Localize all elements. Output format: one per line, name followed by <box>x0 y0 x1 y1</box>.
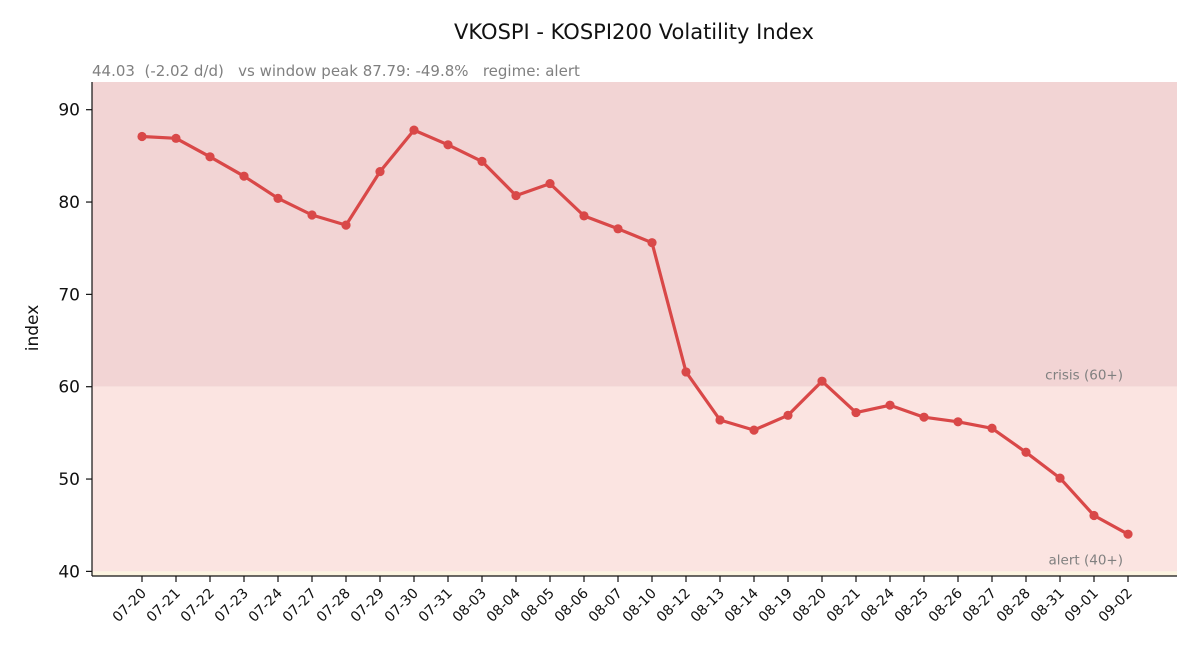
x-tick-label: 08-25 <box>892 586 932 626</box>
y-tick-label: 90 <box>58 101 80 121</box>
data-point <box>375 166 385 177</box>
x-tick-label: 08-03 <box>450 586 490 626</box>
x-tick-label: 07-29 <box>348 586 388 626</box>
x-tick-label: 07-23 <box>212 586 252 626</box>
x-tick-label: 07-24 <box>246 585 286 625</box>
x-tick-label: 08-10 <box>620 586 660 626</box>
data-point <box>273 193 283 203</box>
data-point <box>443 140 453 150</box>
y-tick-label: 80 <box>58 193 80 213</box>
y-axis-label: index <box>23 305 43 352</box>
x-tick-label: 08-14 <box>722 585 762 625</box>
x-tick-label: 09-01 <box>1062 586 1102 626</box>
data-point <box>919 412 929 422</box>
data-point <box>307 210 317 220</box>
y-ticks: 40 50 60 70 80 90 <box>58 101 92 582</box>
x-tick-label: 07-21 <box>144 586 184 626</box>
data-point <box>749 425 759 435</box>
x-tick-label: 08-05 <box>518 586 558 626</box>
x-ticks: 07-2007-2107-2207-2307-2407-2707-2807-29… <box>110 576 1136 626</box>
chart-subtitle: 44.03 (-2.02 d/d) vs window peak 87.79: … <box>92 62 580 80</box>
x-tick-label: 08-06 <box>552 585 592 625</box>
data-point <box>817 376 827 386</box>
data-point <box>409 125 419 135</box>
zone-band <box>92 386 1177 572</box>
y-tick-label: 40 <box>58 562 80 582</box>
data-point <box>477 156 487 167</box>
y-tick-label: 60 <box>58 378 80 398</box>
data-point <box>511 190 521 201</box>
x-tick-label: 08-27 <box>960 586 1000 626</box>
data-point <box>613 224 623 234</box>
x-tick-label: 08-13 <box>688 586 728 626</box>
data-point <box>545 178 555 189</box>
y-tick-label: 50 <box>58 470 80 490</box>
series-line <box>140 128 1130 536</box>
data-point <box>885 400 895 410</box>
y-tick-label: 70 <box>58 285 80 305</box>
data-point <box>1021 447 1031 457</box>
data-point <box>137 131 147 142</box>
data-point <box>239 171 249 181</box>
data-point <box>1123 529 1133 539</box>
regime-zones: crisis (60+) alert (40+) <box>92 82 1177 576</box>
x-tick-label: 08-04 <box>484 585 524 625</box>
data-point <box>205 152 215 162</box>
data-point <box>681 367 691 377</box>
x-tick-label: 08-07 <box>586 586 626 626</box>
x-tick-label: 07-22 <box>178 586 218 626</box>
x-tick-label: 07-30 <box>382 586 422 626</box>
data-point <box>579 211 589 221</box>
data-point <box>987 423 997 433</box>
x-tick-label: 08-26 <box>926 585 966 625</box>
data-point <box>647 238 657 248</box>
axes <box>91 82 1177 577</box>
x-tick-label: 07-20 <box>110 586 150 626</box>
x-tick-label: 08-19 <box>756 586 796 626</box>
zone-band <box>92 571 1177 576</box>
x-tick-label: 08-31 <box>1028 586 1068 626</box>
data-point <box>715 415 725 425</box>
x-tick-label: 08-12 <box>654 586 694 626</box>
zone-label: crisis (60+) <box>1045 368 1123 384</box>
data-point <box>851 407 861 418</box>
data-point <box>783 410 793 420</box>
data-point <box>953 417 963 427</box>
zone-label: alert (40+) <box>1049 552 1124 568</box>
x-tick-label: 08-20 <box>790 586 830 626</box>
data-point <box>1055 473 1065 483</box>
data-series <box>137 125 1133 539</box>
data-point <box>171 133 181 143</box>
x-tick-label: 08-24 <box>858 585 898 625</box>
x-tick-label: 09-02 <box>1096 586 1136 626</box>
data-point <box>341 220 351 230</box>
data-point <box>1089 510 1099 521</box>
x-tick-label: 07-31 <box>416 586 456 626</box>
x-tick-label: 07-28 <box>314 586 354 626</box>
x-tick-label: 07-27 <box>280 586 320 626</box>
x-tick-label: 08-21 <box>824 586 864 626</box>
chart-title: VKOSPI - KOSPI200 Volatility Index <box>454 20 814 44</box>
x-tick-label: 08-28 <box>994 586 1034 626</box>
